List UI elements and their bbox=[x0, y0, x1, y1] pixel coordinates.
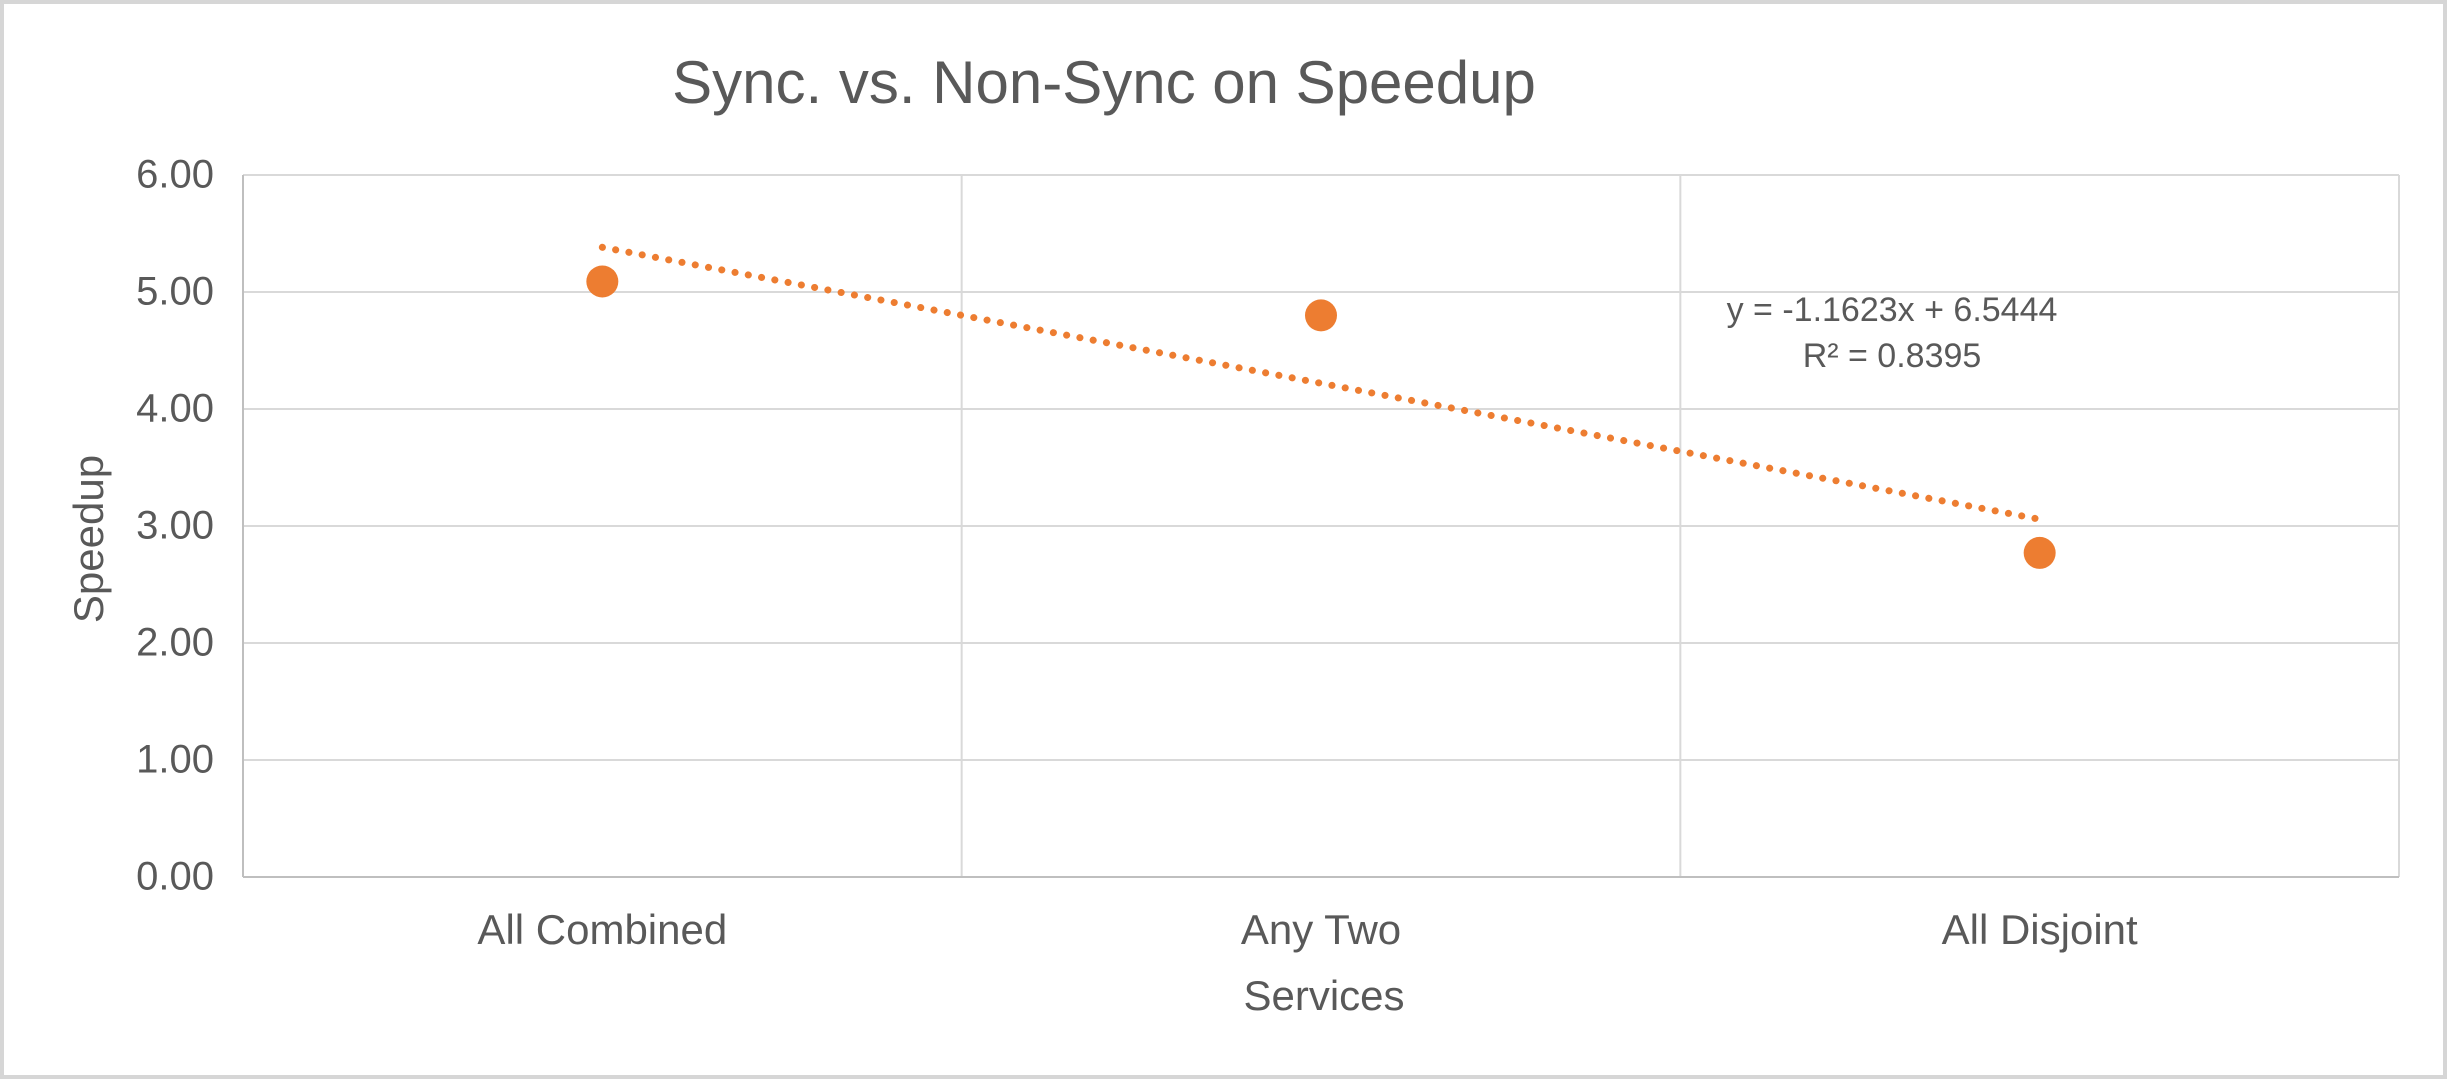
trendline bbox=[598, 243, 2044, 523]
data-point bbox=[1305, 299, 1337, 332]
trendline-equation-line: y = -1.1623x + 6.5444 bbox=[1726, 291, 2058, 329]
y-tick-label: 3.00 bbox=[136, 503, 214, 548]
trendline-r-squared: R² = 0.8395 bbox=[1802, 337, 1982, 375]
x-category-label: All Disjoint bbox=[1941, 906, 2138, 953]
x-category-label: Any Two bbox=[1240, 906, 1402, 953]
chart-title: Sync. vs. Non-Sync on Speedup bbox=[672, 49, 1536, 116]
y-tick-label: 6.00 bbox=[136, 152, 214, 197]
x-category-label: All Combined bbox=[477, 906, 728, 953]
y-tick-label: 4.00 bbox=[136, 386, 214, 431]
y-tick-label: 2.00 bbox=[136, 620, 214, 665]
data-point bbox=[586, 265, 619, 298]
y-tick-label: 5.00 bbox=[136, 269, 214, 314]
y-tick-label: 1.00 bbox=[136, 737, 214, 782]
plot-area bbox=[242, 174, 2400, 878]
trendline-equation: y = -1.1623x + 6.5444 R² = 0.8395 bbox=[1727, 287, 2058, 379]
y-tick-label: 0.00 bbox=[136, 854, 214, 899]
data-point bbox=[2023, 536, 2056, 569]
x-axis-title: Services bbox=[1243, 972, 1405, 1019]
